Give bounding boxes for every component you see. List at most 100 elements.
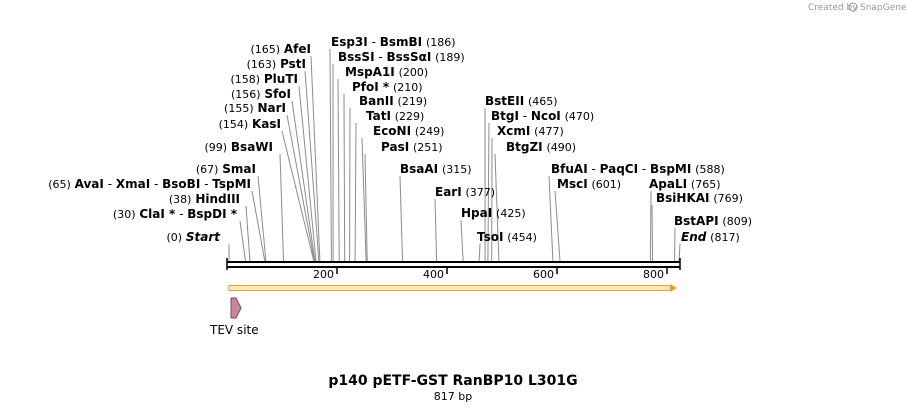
restriction-site-label[interactable]: PasI (251): [381, 140, 443, 154]
restriction-site-group[interactable]: (158) PluTI: [230, 72, 298, 86]
restriction-site-group[interactable]: (0) Start: [166, 230, 221, 244]
restriction-site-label[interactable]: XcmI (477): [497, 124, 564, 138]
enzyme-name[interactable]: PstI: [280, 57, 306, 71]
restriction-site-group[interactable]: (155) NarI: [224, 101, 286, 115]
restriction-site-label[interactable]: BtgZI (490): [506, 140, 576, 154]
restriction-site-group[interactable]: MscI (601): [557, 177, 621, 191]
restriction-site-group[interactable]: XcmI (477): [497, 124, 564, 138]
enzyme-name[interactable]: HindIII: [195, 192, 240, 206]
enzyme-name[interactable]: XmaI: [116, 177, 150, 191]
enzyme-name[interactable]: BfuAI: [551, 162, 588, 176]
restriction-site-label[interactable]: (30) ClaI * - BspDI *: [113, 207, 238, 221]
enzyme-name[interactable]: BstAPI: [674, 214, 719, 228]
enzyme-name[interactable]: AvaI: [75, 177, 104, 191]
enzyme-name[interactable]: BstEII: [485, 94, 524, 108]
restriction-site-group[interactable]: BssSI - BssSαI (189): [338, 50, 465, 64]
restriction-site-label[interactable]: TsoI (454): [477, 230, 537, 244]
restriction-site-group[interactable]: BtgZI (490): [506, 140, 576, 154]
restriction-site-label[interactable]: MscI (601): [557, 177, 621, 191]
restriction-site-group[interactable]: PfoI * (210): [352, 80, 423, 94]
enzyme-name[interactable]: PaqCI: [600, 162, 638, 176]
restriction-site-label[interactable]: (155) NarI: [224, 101, 286, 115]
enzyme-name[interactable]: TspMI: [212, 177, 251, 191]
enzyme-name[interactable]: EcoNI: [373, 124, 411, 138]
enzyme-name[interactable]: BspDI *: [187, 207, 237, 221]
enzyme-name[interactable]: SmaI: [222, 162, 256, 176]
enzyme-name[interactable]: End: [681, 230, 707, 244]
restriction-site-label[interactable]: (65) AvaI - XmaI - BsoBI - TspMI: [48, 177, 251, 191]
restriction-site-group[interactable]: End (817): [681, 230, 740, 244]
restriction-site-label[interactable]: Esp3I - BsmBI (186): [331, 35, 456, 49]
enzyme-name[interactable]: AfeI: [284, 42, 311, 56]
restriction-site-group[interactable]: EcoNI (249): [373, 124, 444, 138]
restriction-site-label[interactable]: (165) AfeI: [250, 42, 311, 56]
enzyme-name[interactable]: BanII: [359, 94, 394, 108]
restriction-site-group[interactable]: (67) SmaI: [196, 162, 256, 176]
restriction-site-label[interactable]: End (817): [681, 230, 740, 244]
enzyme-name[interactable]: XcmI: [497, 124, 530, 138]
restriction-site-group[interactable]: HpaI (425): [461, 206, 526, 220]
restriction-site-label[interactable]: ApaLI (765): [649, 177, 721, 191]
enzyme-name[interactable]: PfoI *: [352, 80, 390, 94]
restriction-site-label[interactable]: EcoNI (249): [373, 124, 444, 138]
restriction-site-group[interactable]: BstAPI (809): [674, 214, 752, 228]
restriction-site-label[interactable]: BanII (219): [359, 94, 427, 108]
restriction-site-label[interactable]: HpaI (425): [461, 206, 526, 220]
tev-site-arrow-icon[interactable]: [230, 297, 242, 319]
restriction-site-group[interactable]: TatI (229): [366, 109, 424, 123]
enzyme-name[interactable]: BspMI: [650, 162, 691, 176]
enzyme-name[interactable]: HpaI: [461, 206, 492, 220]
restriction-site-group[interactable]: BanII (219): [359, 94, 427, 108]
enzyme-name[interactable]: Esp3I: [331, 35, 368, 49]
enzyme-name[interactable]: BsaAI: [400, 162, 438, 176]
restriction-site-group[interactable]: PasI (251): [381, 140, 443, 154]
enzyme-name[interactable]: BssSI: [338, 50, 375, 64]
enzyme-name[interactable]: TsoI: [477, 230, 503, 244]
restriction-site-group[interactable]: Esp3I - BsmBI (186): [331, 35, 456, 49]
restriction-site-label[interactable]: BsiHKAI (769): [656, 191, 743, 205]
restriction-site-label[interactable]: BsaAI (315): [400, 162, 472, 176]
restriction-site-label[interactable]: (67) SmaI: [196, 162, 256, 176]
enzyme-name[interactable]: NarI: [257, 101, 286, 115]
restriction-site-group[interactable]: BsiHKAI (769): [656, 191, 743, 205]
restriction-site-group[interactable]: BfuAI - PaqCI - BspMI (588): [551, 162, 725, 176]
enzyme-name[interactable]: BssSαI: [387, 50, 432, 64]
restriction-site-label[interactable]: EarI (377): [435, 185, 495, 199]
enzyme-name[interactable]: BsmBI: [380, 35, 422, 49]
feature-tev-site[interactable]: TEV site: [209, 297, 259, 337]
restriction-site-label[interactable]: (158) PluTI: [230, 72, 298, 86]
enzyme-name[interactable]: SfoI: [264, 87, 291, 101]
enzyme-name[interactable]: PluTI: [264, 72, 298, 86]
enzyme-name[interactable]: MscI: [557, 177, 588, 191]
restriction-site-group[interactable]: BstEII (465): [485, 94, 558, 108]
restriction-site-group[interactable]: MspA1I (200): [345, 65, 428, 79]
restriction-site-label[interactable]: BstEII (465): [485, 94, 558, 108]
enzyme-name[interactable]: BsaWI: [231, 140, 273, 154]
restriction-site-label[interactable]: (99) BsaWI: [204, 140, 273, 154]
enzyme-name[interactable]: BsoBI: [162, 177, 200, 191]
restriction-site-label[interactable]: (156) SfoI: [231, 87, 291, 101]
restriction-site-label[interactable]: PfoI * (210): [352, 80, 423, 94]
restriction-site-label[interactable]: BtgI - NcoI (470): [491, 109, 594, 123]
restriction-site-label[interactable]: (0) Start: [166, 230, 221, 244]
enzyme-name[interactable]: EarI: [435, 185, 462, 199]
restriction-site-label[interactable]: (154) KasI: [219, 117, 281, 131]
restriction-site-group[interactable]: (99) BsaWI: [204, 140, 273, 154]
restriction-site-group[interactable]: (156) SfoI: [231, 87, 291, 101]
restriction-site-label[interactable]: BstAPI (809): [674, 214, 752, 228]
restriction-site-group[interactable]: BsaAI (315): [400, 162, 472, 176]
restriction-site-label[interactable]: MspA1I (200): [345, 65, 428, 79]
restriction-site-group[interactable]: (38) HindIII: [169, 192, 240, 206]
restriction-site-label[interactable]: (38) HindIII: [169, 192, 240, 206]
enzyme-name[interactable]: ApaLI: [649, 177, 687, 191]
restriction-site-label[interactable]: BssSI - BssSαI (189): [338, 50, 465, 64]
restriction-site-label[interactable]: TatI (229): [366, 109, 424, 123]
enzyme-name[interactable]: PasI: [381, 140, 409, 154]
restriction-site-group[interactable]: EarI (377): [435, 185, 495, 199]
restriction-site-group[interactable]: (30) ClaI * - BspDI *: [113, 207, 238, 221]
restriction-site-label[interactable]: BfuAI - PaqCI - BspMI (588): [551, 162, 725, 176]
restriction-site-group[interactable]: (165) AfeI: [250, 42, 311, 56]
enzyme-name[interactable]: Start: [186, 230, 221, 244]
restriction-site-group[interactable]: ApaLI (765): [649, 177, 721, 191]
enzyme-name[interactable]: NcoI: [531, 109, 561, 123]
